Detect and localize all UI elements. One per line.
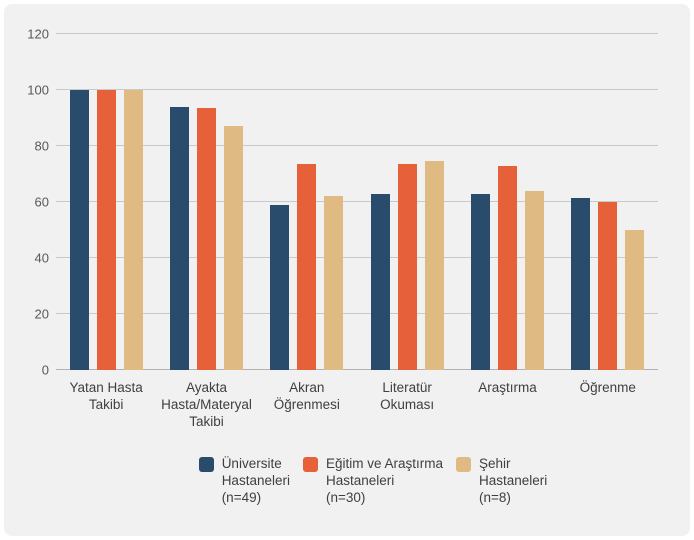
- legend-item-universite-hastaneleri: Üniversite Hastaneleri (n=49): [198, 455, 290, 506]
- bar-sehir-hastaneleri-6: [625, 230, 645, 370]
- bar-egitim-ve-arastirma-hastaneleri-2: [196, 108, 216, 370]
- y-tick-label-0: 0: [41, 362, 49, 378]
- bar-sehir-hastaneleri-4: [424, 161, 444, 370]
- bar-group-2: [156, 34, 256, 370]
- category-label-4: Literatür Okuması: [380, 380, 435, 412]
- bar-group-6: [558, 34, 658, 370]
- bar-egitim-ve-arastirma-hastaneleri-5: [497, 165, 517, 370]
- bar-universite-hastaneleri-2: [169, 106, 189, 370]
- gridline-100: [56, 89, 658, 90]
- category-label-5: Araştırma: [478, 380, 537, 395]
- bar-group-1: [56, 34, 156, 370]
- y-tick-label-120: 120: [27, 26, 49, 42]
- legend-swatch-egitim-ve-arastirma-hastaneleri: [302, 457, 318, 472]
- bar-universite-hastaneleri-1: [69, 90, 89, 370]
- bar-universite-hastaneleri-3: [270, 204, 290, 370]
- category-label-1: Yatan Hasta Takibi: [69, 380, 143, 412]
- legend-swatch-universite-hastaneleri: [198, 457, 214, 472]
- bar-egitim-ve-arastirma-hastaneleri-6: [598, 202, 618, 370]
- bar-group-3: [257, 34, 357, 370]
- legend-swatch-sehir-hastaneleri: [456, 457, 472, 472]
- y-tick-label-20: 20: [34, 306, 49, 322]
- chart-card: 0 20 40 60 80 100 120 Yatan Hasta Takibi Ayakta…: [4, 4, 690, 536]
- gridline-80: [56, 145, 658, 146]
- category-label-2: Ayakta Hasta/Materyal Takibi: [161, 380, 252, 429]
- bar-groups: [56, 34, 658, 370]
- legend-item-egitim-ve-arastirma-hastaneleri: Eğitim ve Araştırma Hastaneleri (n=30): [302, 455, 444, 506]
- y-tick-label-60: 60: [34, 194, 49, 210]
- gridline-60: [56, 201, 658, 202]
- category-label-3: Akran Öğrenmesi: [273, 380, 340, 412]
- y-axis-labels: 0 20 40 60 80 100 120: [4, 27, 49, 378]
- legend-label-sehir-hastaneleri: Şehir Hastaneleri (n=8): [479, 456, 548, 505]
- y-tick-label-40: 40: [34, 250, 49, 266]
- bar-sehir-hastaneleri-3: [324, 196, 344, 370]
- bar-group-5: [457, 34, 557, 370]
- bar-egitim-ve-arastirma-hastaneleri-4: [397, 164, 417, 370]
- bar-sehir-hastaneleri-2: [223, 126, 243, 370]
- bar-universite-hastaneleri-6: [571, 197, 591, 370]
- y-tick-label-80: 80: [34, 138, 49, 154]
- gridline-20: [56, 313, 658, 314]
- gridline-40: [56, 257, 658, 258]
- category-label-6: Öğrenme: [579, 380, 636, 395]
- bar-universite-hastaneleri-5: [470, 193, 490, 370]
- y-tick-label-100: 100: [27, 82, 49, 98]
- gridline-0: [56, 369, 658, 370]
- legend-item-sehir-hastaneleri: Şehir Hastaneleri (n=8): [456, 455, 547, 506]
- legend: Üniversite Hastaneleri (n=49) Eğitim ve A…: [30, 455, 694, 506]
- bar-egitim-ve-arastirma-hastaneleri-1: [96, 90, 116, 370]
- bar-sehir-hastaneleri-1: [123, 90, 143, 370]
- plot-area: [56, 33, 658, 370]
- gridline-120: [56, 33, 658, 34]
- legend-label-egitim-ve-arastirma-hastaneleri: Eğitim ve Araştırma Hastaneleri (n=30): [325, 456, 444, 505]
- bar-egitim-ve-arastirma-hastaneleri-3: [297, 164, 317, 370]
- bar-group-4: [357, 34, 457, 370]
- legend-label-universite-hastaneleri: Üniversite Hastaneleri (n=49): [221, 456, 290, 505]
- category-labels: Yatan Hasta Takibi Ayakta Hasta/Materyal …: [56, 379, 658, 430]
- bar-sehir-hastaneleri-5: [524, 190, 544, 370]
- bar-universite-hastaneleri-4: [370, 193, 390, 370]
